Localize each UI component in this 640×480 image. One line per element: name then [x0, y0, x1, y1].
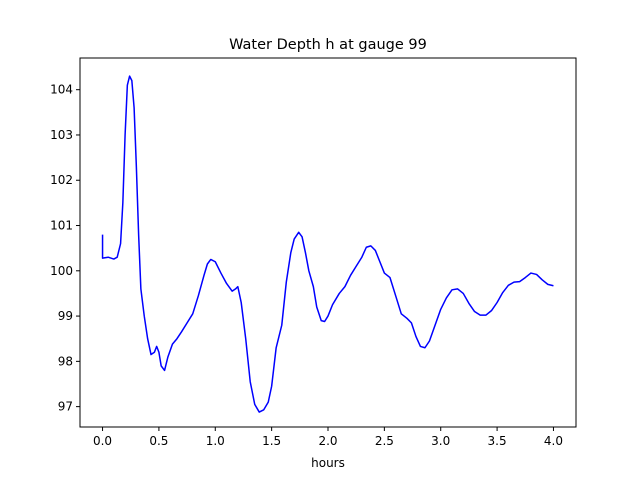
x-axis: 0.0 0.5 1.0 1.5 2.0 2.5 3.0 3.5 4.0: [93, 427, 563, 448]
x-tick-label: 2.5: [375, 434, 394, 448]
x-tick-label: 3.5: [488, 434, 507, 448]
y-tick-label: 104: [50, 83, 73, 97]
y-tick-label: 100: [50, 264, 73, 278]
x-tick-label: 0.0: [93, 434, 112, 448]
y-tick-label: 99: [58, 309, 73, 323]
plot-frame: [79, 57, 577, 428]
x-tick-label: 3.0: [431, 434, 450, 448]
y-tick-label: 97: [58, 400, 73, 414]
y-tick-label: 101: [50, 219, 73, 233]
series-line-1: [101, 75, 554, 413]
x-axis-label: hours: [311, 456, 345, 470]
y-axis: 97 98 99 100 101 102 103 104: [50, 83, 80, 414]
x-tick-label: 0.5: [149, 434, 168, 448]
y-tick-label: 98: [58, 354, 73, 368]
x-tick-label: 1.5: [262, 434, 281, 448]
chart-title: Water Depth h at gauge 99: [229, 37, 427, 53]
x-tick-label: 2.0: [318, 434, 337, 448]
x-tick-label: 1.0: [206, 434, 225, 448]
y-tick-label: 103: [50, 128, 73, 142]
y-tick-label: 102: [50, 173, 73, 187]
plot-area: [101, 75, 554, 413]
x-tick-label: 4.0: [544, 434, 563, 448]
